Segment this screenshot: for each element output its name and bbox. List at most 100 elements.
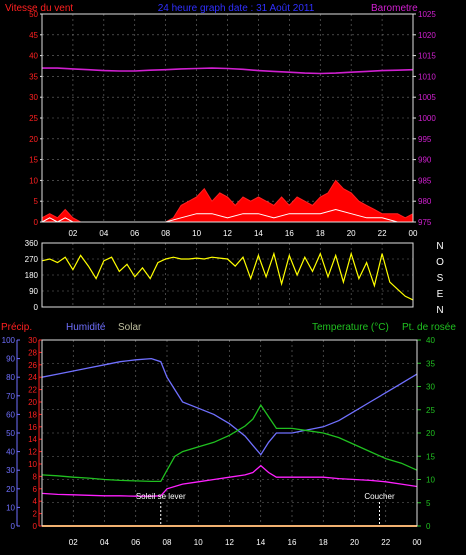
time-tick-label: 12 [223,229,232,238]
sun-event-label: Soleil se lever [136,492,186,501]
time-tick-label: 04 [99,229,108,238]
time-tick-label: 00 [413,538,422,547]
precip-tick-label: 40 [6,448,15,457]
baro-tick-label: 1015 [418,52,436,61]
wind-tick-label: 45 [29,31,38,40]
baro-tick-label: 1020 [418,31,436,40]
time-tick-label: 16 [285,229,294,238]
time-tick-label: 08 [161,229,170,238]
humidity-tick-label: 30 [28,336,37,345]
time-tick-label: 06 [130,229,139,238]
wind-tick-label: 20 [29,135,38,144]
compass-label: S [437,273,444,284]
baro-tick-label: 995 [418,135,432,144]
baro-tick-label: 980 [418,197,432,206]
precip-tick-label: 50 [6,429,15,438]
time-tick-label: 10 [192,229,201,238]
humidity-line [41,357,418,456]
time-tick-label: 18 [319,538,328,547]
humidity-tick-label: 16 [28,423,37,432]
precip-tick-label: 70 [6,392,15,401]
compass-label: O [436,257,444,268]
humidity-tick-label: 10 [28,460,37,469]
time-tick-label: 08 [163,538,172,547]
humidity-label: Humidité [66,322,106,333]
time-tick-label: 14 [254,229,263,238]
compass-label: N [436,305,443,316]
sun-event-label: Coucher [364,492,395,501]
plot-frame [41,13,414,223]
temperature-tick-label: 5 [426,499,431,508]
precip-tick-label: 100 [2,336,16,345]
precip-tick-label: 90 [6,355,15,364]
humidity-tick-label: 26 [28,361,37,370]
baro-tick-label: 990 [418,156,432,165]
time-tick-label: 14 [256,538,265,547]
direction-tick-label: 0 [34,303,39,312]
dewpoint-line [41,464,418,497]
baro-tick-label: 975 [418,218,432,227]
temperature-tick-label: 35 [426,359,435,368]
temperature-tick-label: 40 [426,336,435,345]
direction-tick-label: 180 [25,271,39,280]
compass-label: N [436,241,443,252]
wind-tick-label: 35 [29,72,38,81]
direction-tick-label: 360 [25,239,39,248]
compass-label: E [437,289,444,300]
temperature-tick-label: 30 [426,383,435,392]
baro-tick-label: 1000 [418,114,436,123]
time-tick-label: 06 [131,538,140,547]
humidity-tick-label: 2 [33,510,38,519]
time-tick-label: 04 [100,538,109,547]
time-tick-label: 18 [316,229,325,238]
time-tick-label: 02 [69,538,78,547]
humidity-tick-label: 24 [28,373,37,382]
precip-tick-label: 80 [6,373,15,382]
baro-tick-label: 1010 [418,72,436,81]
barometer-line [42,67,414,75]
temperature-tick-label: 0 [426,522,431,531]
wind-speed-label: Vitesse du vent [5,3,73,14]
wind-tick-label: 25 [29,114,38,123]
time-tick-label: 20 [347,229,356,238]
dewpoint-label: Pt. de rosée [402,322,456,333]
wind-tick-label: 50 [29,10,38,19]
time-tick-label: 00 [409,229,418,238]
baro-tick-label: 1005 [418,93,436,102]
wind-direction-line [41,251,414,301]
humidity-tick-label: 22 [28,386,37,395]
time-tick-label: 02 [68,229,77,238]
precip-tick-label: 60 [6,410,15,419]
precip-tick-label: 10 [6,503,15,512]
humidity-tick-label: 18 [28,410,37,419]
wind-tick-label: 0 [34,218,39,227]
plot-frame [41,339,418,527]
temperature-tick-label: 25 [426,406,435,415]
humidity-tick-label: 8 [33,472,38,481]
temperature-line [41,403,418,483]
precip-tick-label: 20 [6,485,15,494]
wind-tick-label: 30 [29,93,38,102]
temperature-tick-label: 20 [426,429,435,438]
humidity-tick-label: 12 [28,448,37,457]
direction-tick-label: 270 [25,255,39,264]
wind-average-line [41,208,413,223]
baro-tick-label: 1025 [418,10,436,19]
chart-title: 24 heure graph date : 31 Août 2011 [158,3,315,14]
time-tick-label: 22 [381,538,390,547]
baro-tick-label: 985 [418,176,432,185]
humidity-tick-label: 28 [28,348,37,357]
plot-frame [41,242,414,308]
time-tick-label: 22 [378,229,387,238]
precip-label: Précip. [1,322,32,333]
direction-tick-label: 90 [29,287,38,296]
temperature-label: Temperature (°C) [312,322,389,333]
precip-tick-label: 30 [6,466,15,475]
solar-label: Solar [118,322,142,333]
precip-tick-label: 0 [11,522,16,531]
humidity-tick-label: 0 [33,522,38,531]
wind-tick-label: 40 [29,52,38,61]
time-tick-label: 12 [225,538,234,547]
